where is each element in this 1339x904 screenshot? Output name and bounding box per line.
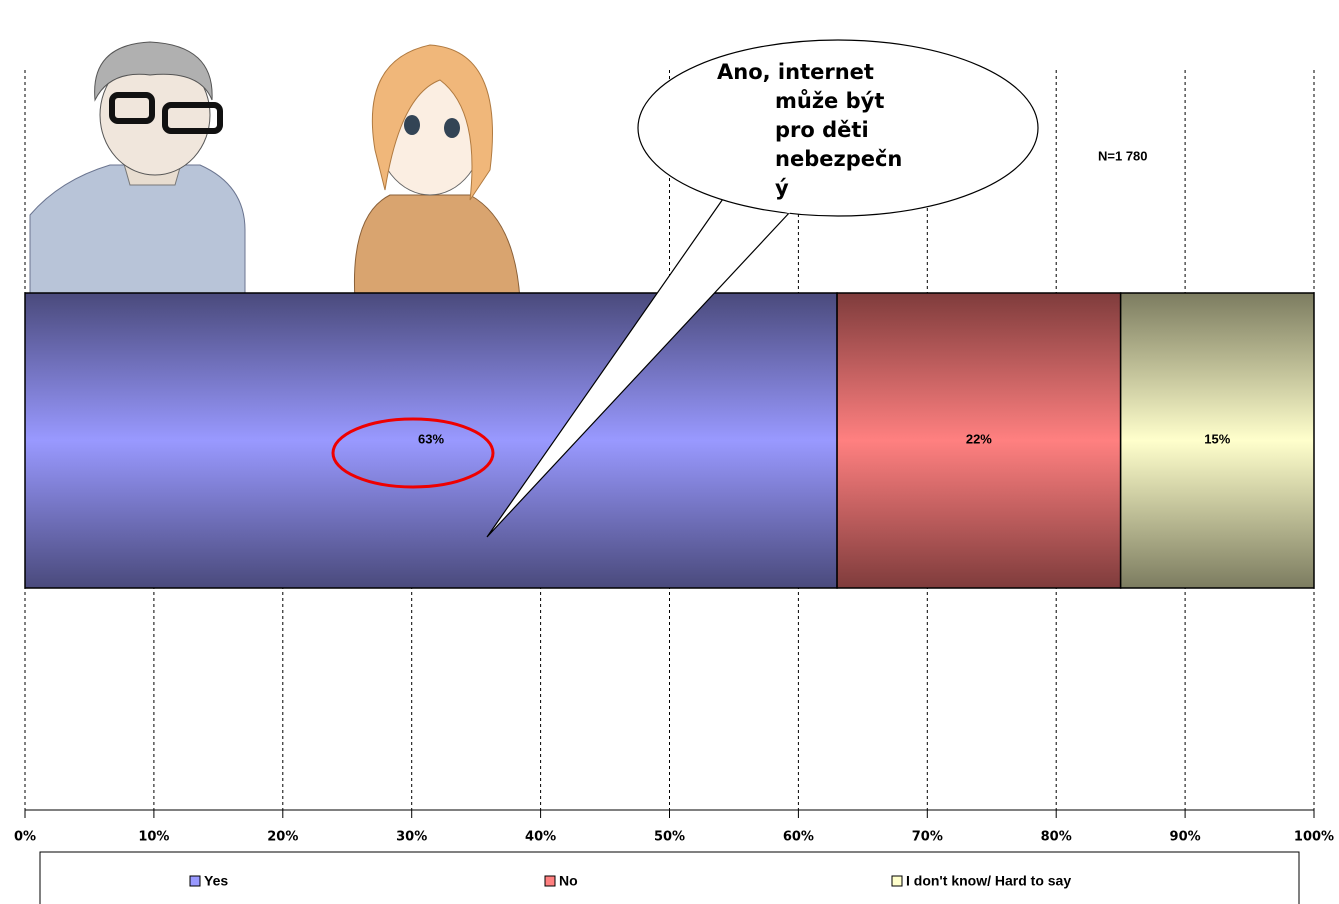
legend-label: I don't know/ Hard to say xyxy=(906,873,1071,889)
bubble-line: nebezpečn xyxy=(775,147,902,171)
bars: 63% 22% 15% xyxy=(24,292,1315,589)
x-tick-label: 90% xyxy=(1170,830,1201,845)
annotation: N=1 780 xyxy=(1098,148,1148,163)
x-tick-label: 40% xyxy=(525,830,556,845)
x-tick-label: 100% xyxy=(1294,830,1334,845)
speech-bubble xyxy=(486,39,1039,538)
legend-marker xyxy=(891,875,903,887)
value-label: 22% xyxy=(966,431,992,446)
value-label: 15% xyxy=(1204,431,1230,446)
bar-segment xyxy=(1119,292,1315,589)
legend-box xyxy=(39,851,1300,904)
legend-marker xyxy=(544,875,556,887)
bubble-line: ý xyxy=(775,176,789,200)
bubble-line: může být xyxy=(775,89,884,113)
x-tick-label: 70% xyxy=(912,830,943,845)
legend-label: No xyxy=(559,873,578,889)
bubble-text: Ano, internet může být pro děti nebezpečn ý xyxy=(717,60,902,200)
x-tick-label: 60% xyxy=(783,830,814,845)
x-tick-label: 50% xyxy=(654,830,685,845)
highlight-ellipse xyxy=(331,417,495,489)
x-tick-label: 30% xyxy=(396,830,427,845)
x-tick-label: 80% xyxy=(1041,830,1072,845)
bubble-line: Ano, internet xyxy=(717,60,874,84)
cartoon xyxy=(28,40,557,301)
x-tick-label: 10% xyxy=(138,830,169,845)
legend-label: Yes xyxy=(204,873,228,889)
value-label: 63% xyxy=(418,431,444,446)
legend: Yes No I don't know/ Hard to say xyxy=(189,873,1071,889)
bar-segment xyxy=(836,292,1122,589)
grid: 0% 10% 20% 30% 40% 50% 60% 70% 80% 90% 100% xyxy=(14,70,1334,845)
bubble-line: pro děti xyxy=(775,118,869,142)
x-tick-label: 0% xyxy=(14,830,36,845)
legend-marker xyxy=(189,875,201,887)
x-tick-label: 20% xyxy=(267,830,298,845)
bar-segment xyxy=(24,292,838,589)
